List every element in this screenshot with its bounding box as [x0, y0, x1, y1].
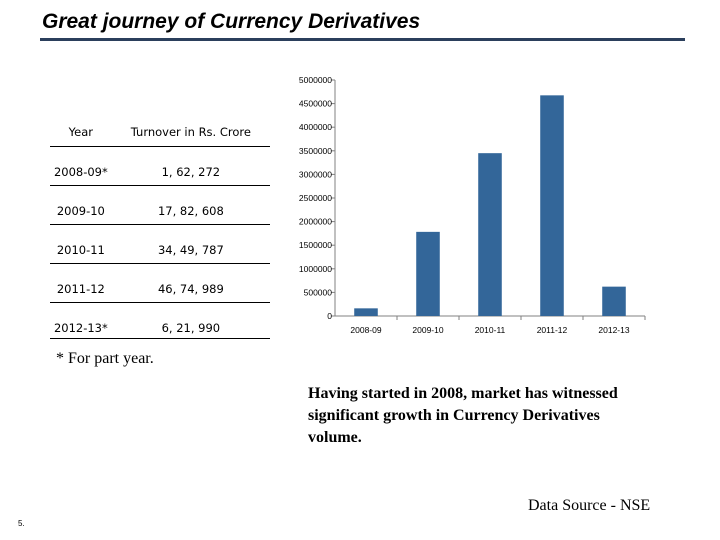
y-tick-label: 5000000 [299, 75, 332, 85]
row-year: 2011-12 [50, 263, 112, 303]
row-turnover: 17, 82, 608 [111, 185, 270, 225]
description-text: Having started in 2008, market has witne… [308, 385, 618, 446]
slide-number: 5. [18, 519, 25, 528]
bar [602, 286, 626, 316]
title-underline [40, 38, 685, 41]
y-tick-label: 4000000 [299, 122, 332, 132]
turnover-table: Year Turnover in Rs. Crore 2008-09* 1, 6… [50, 90, 270, 339]
table-row: 2008-09* 1, 62, 272 [50, 146, 270, 186]
row-year: 2008-09* [50, 146, 112, 186]
y-tick-label: 500000 [304, 287, 333, 297]
y-tick-label: 2500000 [299, 193, 332, 203]
bar [416, 231, 440, 316]
row-turnover: 1, 62, 272 [111, 146, 270, 186]
header-turnover: Turnover in Rs. Crore [111, 90, 270, 147]
bar [540, 95, 564, 316]
table-header-row: Year Turnover in Rs. Crore [50, 90, 270, 147]
row-turnover: 6, 21, 990 [111, 302, 270, 339]
data-source: Data Source - NSE [528, 497, 651, 514]
row-turnover: 46, 74, 989 [111, 263, 270, 303]
x-tick-label: 2008-09 [350, 325, 381, 335]
x-tick-label: 2010-11 [475, 325, 506, 335]
y-tick-label: 3500000 [299, 146, 332, 156]
footnote: * For part year. [56, 350, 154, 367]
turnover-bar-chart: 0 500000 1000000 1500000 2000000 2500000 30000… [299, 75, 646, 335]
bar [478, 153, 502, 316]
y-tick-label: 4500000 [299, 99, 332, 109]
slide-title: Great journey of Currency Derivatives [42, 10, 421, 33]
row-year: 2012-13* [50, 302, 112, 339]
y-tick-label: 3000000 [299, 169, 332, 179]
y-tick-label: 2000000 [299, 217, 332, 227]
y-tick-label: 1500000 [299, 240, 332, 250]
table-row: 2012-13* 6, 21, 990 [50, 302, 270, 339]
y-tick-label: 1000000 [299, 264, 332, 274]
header-year: Year [50, 90, 112, 147]
table-row: 2010-11 34, 49, 787 [50, 224, 270, 264]
table-row: 2011-12 46, 74, 989 [50, 263, 270, 303]
table-row: 2009-10 17, 82, 608 [50, 185, 270, 225]
x-tick-label: 2009-10 [412, 325, 443, 335]
row-year: 2010-11 [50, 224, 112, 264]
x-tick-label: 2011-12 [537, 325, 568, 335]
bar [354, 308, 378, 316]
row-turnover: 34, 49, 787 [111, 224, 270, 264]
row-year: 2009-10 [50, 185, 112, 225]
x-tick-label: 2012-13 [598, 325, 629, 335]
y-tick-label: 0 [327, 311, 332, 321]
